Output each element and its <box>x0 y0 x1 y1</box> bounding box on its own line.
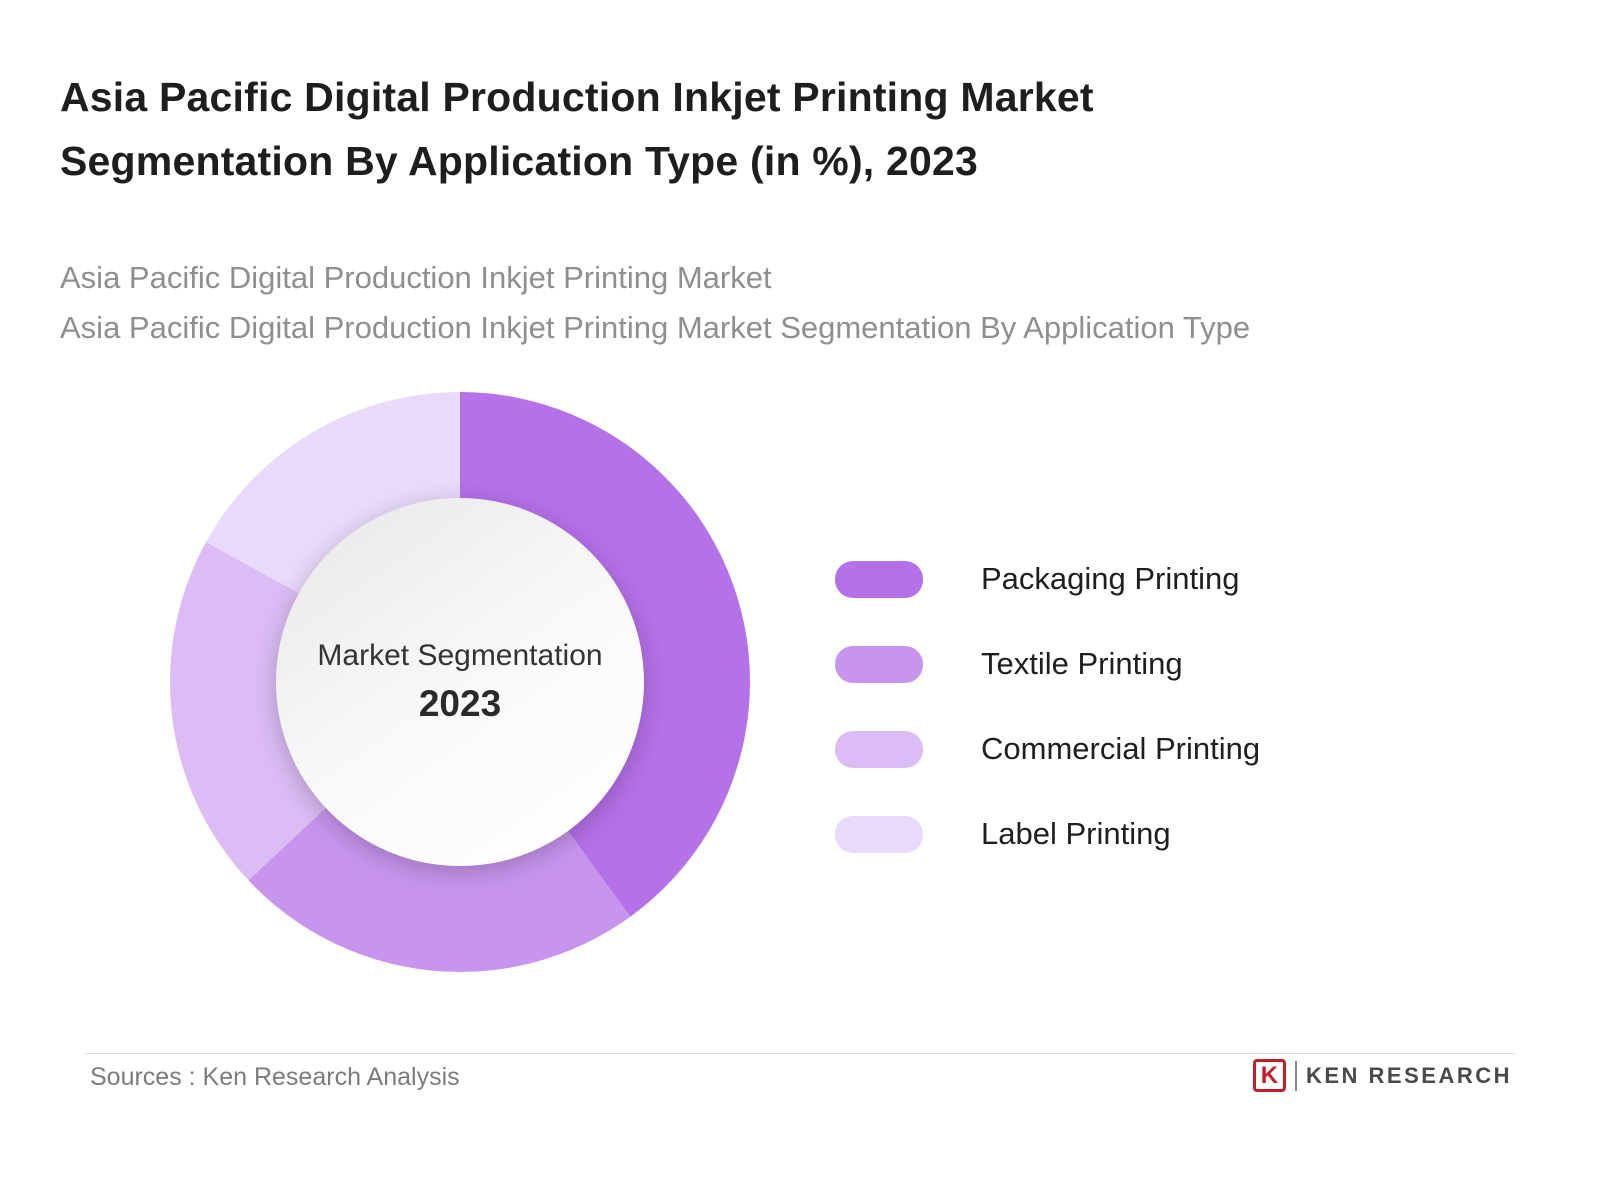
source-text: Sources : Ken Research Analysis <box>90 1063 460 1091</box>
legend-swatch <box>835 730 923 768</box>
ken-research-k-icon: K <box>1252 1059 1286 1092</box>
donut-center-label: Market Segmentation <box>317 639 603 672</box>
legend-swatch <box>835 560 923 598</box>
ken-research-logo: K KEN RESEARCH <box>1252 1059 1512 1092</box>
donut-center: Market Segmentation 2023 <box>276 498 644 866</box>
legend-label: Packaging Printing <box>981 561 1240 596</box>
legend-item-textile-printing: Textile Printing <box>835 645 1260 683</box>
logo-divider <box>1294 1060 1297 1091</box>
legend-label: Label Printing <box>981 816 1171 851</box>
donut-center-year: 2023 <box>418 683 502 724</box>
legend-item-label-printing: Label Printing <box>835 815 1260 853</box>
page-title: Asia Pacific Digital Production Inkjet P… <box>60 74 1094 184</box>
subtitle-line-2: Asia Pacific Digital Production Inkjet P… <box>60 310 1251 346</box>
legend-item-commercial-printing: Commercial Printing <box>835 730 1260 768</box>
subtitle: Asia Pacific Digital Production Inkjet P… <box>60 253 1450 353</box>
subtitle-line-1: Asia Pacific Digital Production Inkjet P… <box>60 260 772 295</box>
legend-swatch <box>835 815 923 853</box>
legend-label: Textile Printing <box>981 646 1183 681</box>
chart-legend: Packaging Printing Textile Printing Comm… <box>835 560 1260 853</box>
legend-label: Commercial Printing <box>981 731 1261 766</box>
donut-chart: Market Segmentation 2023 <box>170 392 750 972</box>
footer-divider <box>85 1053 1515 1054</box>
legend-swatch <box>835 645 923 683</box>
ken-research-wordmark: KEN RESEARCH <box>1305 1062 1512 1088</box>
legend-item-packaging-printing: Packaging Printing <box>835 560 1260 598</box>
